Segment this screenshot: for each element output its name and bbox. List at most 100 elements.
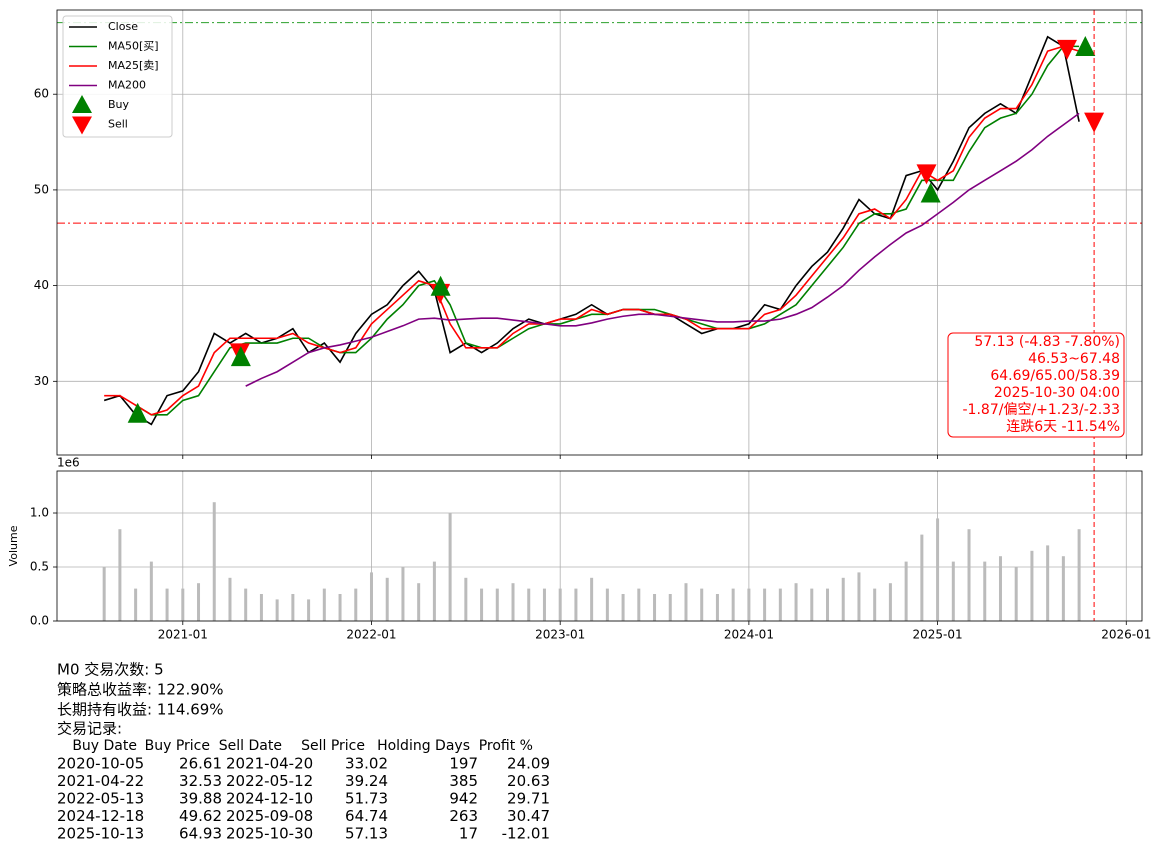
table-cell: 26.61	[179, 755, 222, 773]
volume-bar	[1077, 529, 1081, 621]
volume-bar	[810, 588, 814, 621]
volume-bar	[149, 561, 153, 621]
table-cell: 2025-09-08	[226, 807, 313, 825]
legend-label: Sell	[108, 118, 128, 131]
table-header: Sell Price	[301, 738, 365, 754]
legend-label: MA200	[108, 79, 146, 92]
table-cell: 2022-05-12	[226, 772, 313, 790]
volume-bar	[605, 588, 609, 621]
buy-marker	[1075, 36, 1096, 57]
volume-bar	[700, 588, 704, 621]
volume-bar	[102, 567, 106, 621]
table-header: Buy Date	[72, 738, 137, 754]
volume-bar	[1030, 550, 1034, 621]
x-tick-label: 2021-01	[158, 628, 208, 642]
volume-bar	[401, 567, 405, 621]
table-cell: 20.63	[507, 772, 550, 790]
legend-label: Close	[108, 20, 138, 33]
volume-bar	[904, 561, 908, 621]
buy-marker	[920, 182, 941, 203]
table-cell: -12.01	[502, 825, 550, 843]
table-cell: 263	[449, 807, 478, 825]
table-cell: 17	[459, 825, 478, 843]
table-cell: 29.71	[507, 790, 550, 808]
table-cell: 33.02	[345, 755, 388, 773]
legend-label: Buy	[108, 98, 130, 111]
volume-bar	[936, 518, 940, 621]
volume-bar	[826, 588, 830, 621]
volume-bar	[1046, 545, 1050, 621]
y-tick-label: 1.0	[30, 506, 49, 520]
legend-label: MA50[买]	[108, 40, 159, 53]
annotation-box	[947, 332, 1125, 438]
volume-bar	[181, 588, 185, 621]
volume-bar	[1014, 567, 1018, 621]
volume-bar	[653, 594, 657, 621]
volume-bar	[118, 529, 122, 621]
table-cell: 2021-04-20	[226, 755, 313, 773]
volume-bar	[322, 588, 326, 621]
volume-bar	[920, 534, 924, 621]
volume-bar	[259, 594, 263, 621]
price-line	[103, 35, 1080, 426]
table-cell: 2022-05-13	[57, 790, 144, 808]
volume-bar	[731, 588, 735, 621]
table-cell: 197	[449, 755, 478, 773]
volume-bar	[385, 577, 389, 621]
volume-bar	[307, 599, 311, 621]
volume-bar	[542, 588, 546, 621]
volume-bar	[165, 588, 169, 621]
volume-bar	[590, 577, 594, 621]
table-cell: 51.73	[345, 790, 388, 808]
volume-bar	[998, 556, 1002, 621]
volume-bar	[951, 561, 955, 621]
volume-bar	[873, 588, 877, 621]
volume-bar	[763, 588, 767, 621]
x-tick-label: 2022-01	[346, 628, 396, 642]
table-header: Holding Days	[377, 738, 470, 754]
table-cell: 2024-12-10	[226, 790, 313, 808]
volume-bar	[511, 583, 515, 621]
volume-bar	[637, 588, 641, 621]
summary-line: 策略总收益率: 122.90%	[57, 681, 224, 699]
volume-bar	[558, 588, 562, 621]
y-tick-label: 60	[34, 87, 49, 101]
plot-area	[57, 22, 1142, 426]
summary-line: 长期持有收益: 114.69%	[57, 701, 224, 719]
volume-bar	[888, 583, 892, 621]
table-cell: 49.62	[179, 807, 222, 825]
table-cell: 385	[449, 772, 478, 790]
y-tick-label: 30	[34, 374, 49, 388]
table-cell: 24.09	[507, 755, 550, 773]
volume-bar	[480, 588, 484, 621]
volume-bar	[495, 588, 499, 621]
table-cell: 2021-04-22	[57, 772, 144, 790]
volume-bar	[464, 577, 468, 621]
y-axis-label: Volume	[7, 525, 20, 566]
volume-bar	[432, 561, 436, 621]
annotation-text: 连跌6天 -11.54%	[1006, 419, 1120, 435]
volume-bar	[417, 583, 421, 621]
sell-marker	[916, 164, 937, 185]
table-header: Profit %	[479, 738, 533, 754]
volume-bar	[983, 561, 987, 621]
table-title: 交易记录:	[57, 720, 122, 738]
x-tick-label: 2024-01	[724, 628, 774, 642]
volume-bar	[778, 588, 782, 621]
table-cell: 64.74	[345, 807, 388, 825]
axes-frame	[56, 470, 1143, 622]
y-tick-label: 40	[34, 278, 49, 292]
table-header: Buy Price	[145, 738, 210, 754]
volume-bar	[134, 588, 138, 621]
legend-marker	[72, 116, 92, 135]
y-tick-label: 0.0	[30, 614, 49, 628]
volume-bar	[228, 577, 232, 621]
volume-bar	[369, 572, 373, 621]
buy-marker	[127, 402, 148, 423]
price-line	[245, 112, 1080, 387]
buy-marker	[430, 275, 451, 296]
table-cell: 2024-12-18	[57, 807, 144, 825]
volume-bar	[244, 588, 248, 621]
table-cell: 942	[449, 790, 478, 808]
